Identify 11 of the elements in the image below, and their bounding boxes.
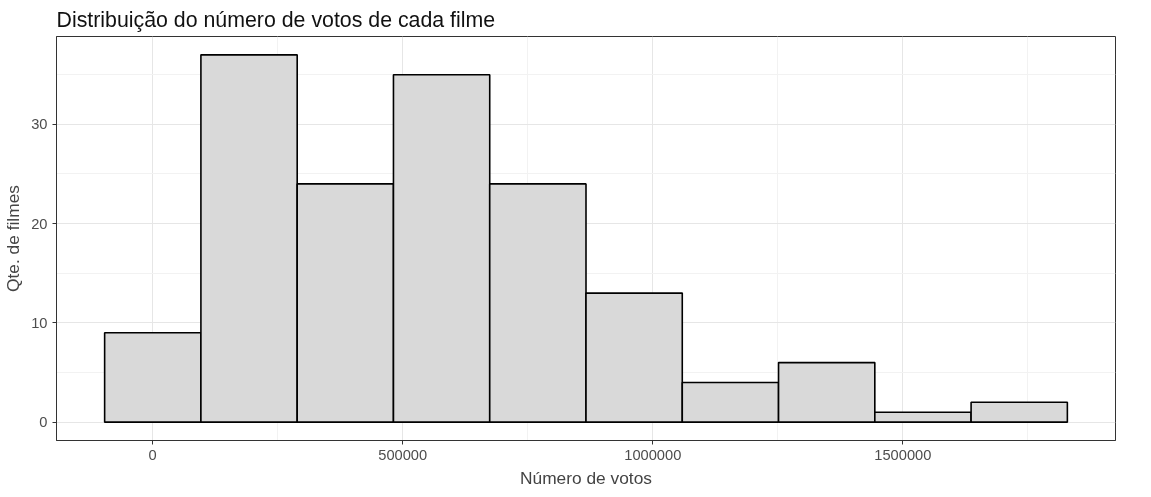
x-tick-label: 500000: [378, 446, 428, 463]
y-tick-label: 0: [39, 414, 48, 431]
y-tick-label: 20: [31, 215, 48, 232]
x-tick-label: 1000000: [624, 446, 682, 463]
x-tick-label: 0: [148, 446, 157, 463]
x-tick-label: 1500000: [874, 446, 932, 463]
y-tick-label: 10: [31, 314, 48, 331]
chart-title: Distribuição do número de votos de cada filme: [56, 7, 496, 32]
x-axis-title: Número de votos: [520, 467, 653, 488]
y-axis-title: Qte. de filmes: [3, 184, 24, 292]
y-tick-label: 30: [31, 116, 48, 133]
